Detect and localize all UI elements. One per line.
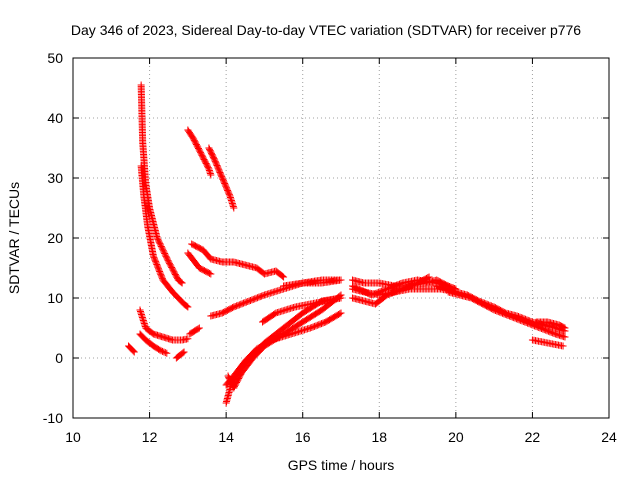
data-point	[180, 348, 188, 356]
data-point	[183, 302, 191, 310]
data-series	[259, 294, 345, 326]
data-point	[184, 335, 192, 343]
data-point	[179, 349, 187, 357]
y-axis-label: SDTVAR / TECUs	[6, 182, 22, 294]
data-series	[136, 306, 192, 344]
data-series	[205, 144, 238, 212]
y-tick-label: -10	[43, 410, 63, 426]
data-points	[125, 81, 569, 407]
y-tick-label: 40	[47, 110, 63, 126]
data-series	[188, 240, 288, 281]
y-tick-label: 30	[47, 170, 63, 186]
data-point	[561, 333, 569, 341]
data-point	[397, 280, 405, 288]
data-point	[177, 278, 185, 286]
data-point	[280, 273, 288, 281]
chart-title: Day 346 of 2023, Sidereal Day-to-day VTE…	[71, 22, 581, 38]
data-point	[160, 348, 168, 356]
x-axis-label: GPS time / hours	[288, 457, 395, 473]
data-series	[532, 318, 569, 332]
y-tick-label: 0	[55, 350, 63, 366]
x-tick-label: 12	[142, 429, 158, 445]
data-point	[207, 270, 215, 278]
data-point	[561, 324, 569, 332]
data-point	[204, 164, 212, 172]
data-point	[158, 347, 166, 355]
data-series	[222, 309, 345, 389]
data-point	[184, 303, 192, 311]
data-point	[163, 349, 171, 357]
data-series	[137, 81, 186, 287]
data-point	[178, 279, 186, 287]
data-point	[336, 310, 344, 318]
data-series	[444, 288, 569, 341]
data-series	[172, 348, 188, 362]
x-tick-label: 16	[295, 429, 311, 445]
y-tick-label: 10	[47, 290, 63, 306]
data-point	[225, 191, 233, 199]
data-series	[280, 276, 345, 290]
data-point	[278, 272, 286, 280]
data-point	[230, 204, 238, 212]
x-tick-label: 18	[371, 429, 387, 445]
data-series	[136, 330, 171, 357]
data-series	[184, 249, 215, 278]
data-point	[560, 323, 568, 331]
data-point	[206, 269, 214, 277]
data-series	[125, 342, 138, 356]
data-point	[194, 325, 202, 333]
data-point	[130, 348, 138, 356]
data-point	[161, 349, 169, 357]
data-series	[184, 126, 215, 179]
y-tick-label: 50	[47, 50, 63, 66]
data-series	[348, 276, 452, 299]
data-series	[528, 336, 567, 350]
x-tick-label: 22	[525, 429, 541, 445]
data-point	[337, 276, 345, 284]
data-point	[259, 292, 267, 300]
data-point	[129, 347, 137, 355]
x-tick-label: 24	[601, 429, 617, 445]
data-point	[207, 171, 215, 179]
data-point	[337, 294, 345, 302]
x-tick-label: 14	[218, 429, 234, 445]
x-tick-label: 20	[448, 429, 464, 445]
data-series	[137, 162, 192, 311]
data-point	[337, 309, 345, 317]
data-point	[195, 324, 203, 332]
data-series	[186, 324, 203, 338]
data-point	[157, 347, 165, 355]
x-tick-label: 10	[65, 429, 81, 445]
y-tick-label: 20	[47, 230, 63, 246]
data-point	[559, 342, 567, 350]
axis-ticks: 10 12 14 16 18 20 22 24 -10 0 10 20 30 40 50	[43, 50, 617, 445]
